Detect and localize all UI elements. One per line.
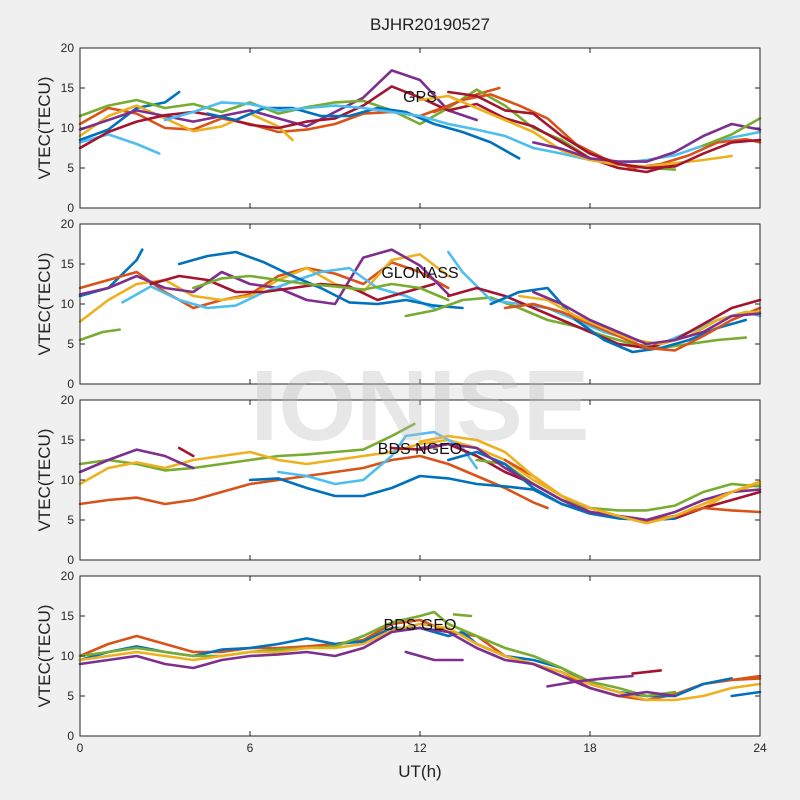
- series-line: [730, 677, 762, 682]
- y-tick-label: 0: [67, 553, 74, 567]
- x-tick-label: 6: [247, 741, 254, 755]
- panel-annotation: BDS GEO: [384, 617, 457, 634]
- x-tick-label: 24: [753, 741, 767, 755]
- series-line: [78, 104, 294, 142]
- y-tick-label: 15: [61, 609, 75, 623]
- x-tick-label: 18: [583, 741, 597, 755]
- series-line: [546, 674, 634, 688]
- y-tick-label: 20: [61, 41, 75, 55]
- y-tick-label: 5: [67, 161, 74, 175]
- y-tick-label: 0: [67, 377, 74, 391]
- panel-2: 0 5 10 15 20 VTEC(TECU) GLONASS: [35, 217, 762, 391]
- series-line: [489, 286, 748, 354]
- y-tick-label: 10: [61, 121, 75, 135]
- series-line: [78, 253, 450, 323]
- series-line: [192, 274, 450, 302]
- panel-3: 0 5 10 15 20 VTEC(TECU) BDS NGEO: [35, 393, 762, 567]
- y-tick-label: 20: [61, 569, 75, 583]
- series-line: [404, 650, 464, 662]
- series-line: [418, 94, 733, 168]
- series-line: [78, 622, 762, 702]
- series-line: [78, 610, 677, 698]
- y-tick-label: 15: [61, 433, 75, 447]
- series-line: [532, 290, 762, 346]
- series-line: [277, 430, 478, 486]
- series-line: [730, 690, 762, 698]
- panel-annotation: GPS: [403, 89, 437, 106]
- y-tick-label: 15: [61, 81, 75, 95]
- series-line: [177, 250, 464, 310]
- series-line: [78, 328, 121, 342]
- y-tick-label: 5: [67, 513, 74, 527]
- series-line: [149, 274, 436, 302]
- series-line: [447, 90, 762, 170]
- series-line: [78, 248, 450, 306]
- series-line: [121, 266, 436, 310]
- series-line: [78, 448, 195, 474]
- panel-annotation: GLONASS: [381, 265, 458, 282]
- series-line: [418, 442, 762, 522]
- series-line: [206, 106, 521, 160]
- y-tick-label: 5: [67, 337, 74, 351]
- series-line: [452, 613, 473, 618]
- series-line: [177, 446, 195, 458]
- series-line: [78, 90, 181, 142]
- y-tick-label: 20: [61, 393, 75, 407]
- y-axis-label: VTEC(TECU): [35, 429, 54, 532]
- series-line: [78, 422, 416, 472]
- series-line: [532, 122, 762, 163]
- x-tick-label: 0: [77, 741, 84, 755]
- y-tick-label: 0: [67, 201, 74, 215]
- y-axis-label: VTEC(TECU): [35, 77, 54, 180]
- series-line: [78, 133, 161, 155]
- series-line: [631, 669, 663, 675]
- y-tick-label: 10: [61, 473, 75, 487]
- y-tick-label: 20: [61, 217, 75, 231]
- figure-title: BJHR20190527: [370, 15, 490, 34]
- y-axis-label: VTEC(TECU): [35, 605, 54, 708]
- y-axis-label: VTEC(TECU): [35, 253, 54, 356]
- y-tick-label: 5: [67, 689, 74, 703]
- panel-annotation: BDS NGEO: [378, 441, 462, 458]
- y-tick-label: 0: [67, 729, 74, 743]
- series-line: [503, 302, 762, 352]
- y-tick-label: 10: [61, 297, 75, 311]
- x-tick-label: 12: [413, 741, 427, 755]
- series-line: [78, 454, 549, 510]
- plot-area: [80, 400, 760, 560]
- watermark: IONISE: [251, 350, 590, 462]
- series-line: [702, 117, 762, 147]
- y-tick-label: 10: [61, 649, 75, 663]
- panels: 0 5 10 15 20 VTEC(TECU) GPS 0 5 10 15 20 VTEC(TECU) G…: [35, 41, 767, 755]
- x-axis-label: UT(h): [398, 762, 441, 781]
- panel-1: 0 5 10 15 20 VTEC(TECU) GPS: [35, 41, 762, 215]
- panel-4: 0 6 12 18 24 0 5 10 15 20 VTEC(TECU) BDS GEO: [35, 569, 767, 755]
- plot-area: [80, 48, 760, 208]
- series-line: [447, 286, 762, 350]
- series-line: [78, 85, 677, 174]
- y-tick-label: 15: [61, 257, 75, 271]
- series-line: [418, 434, 762, 525]
